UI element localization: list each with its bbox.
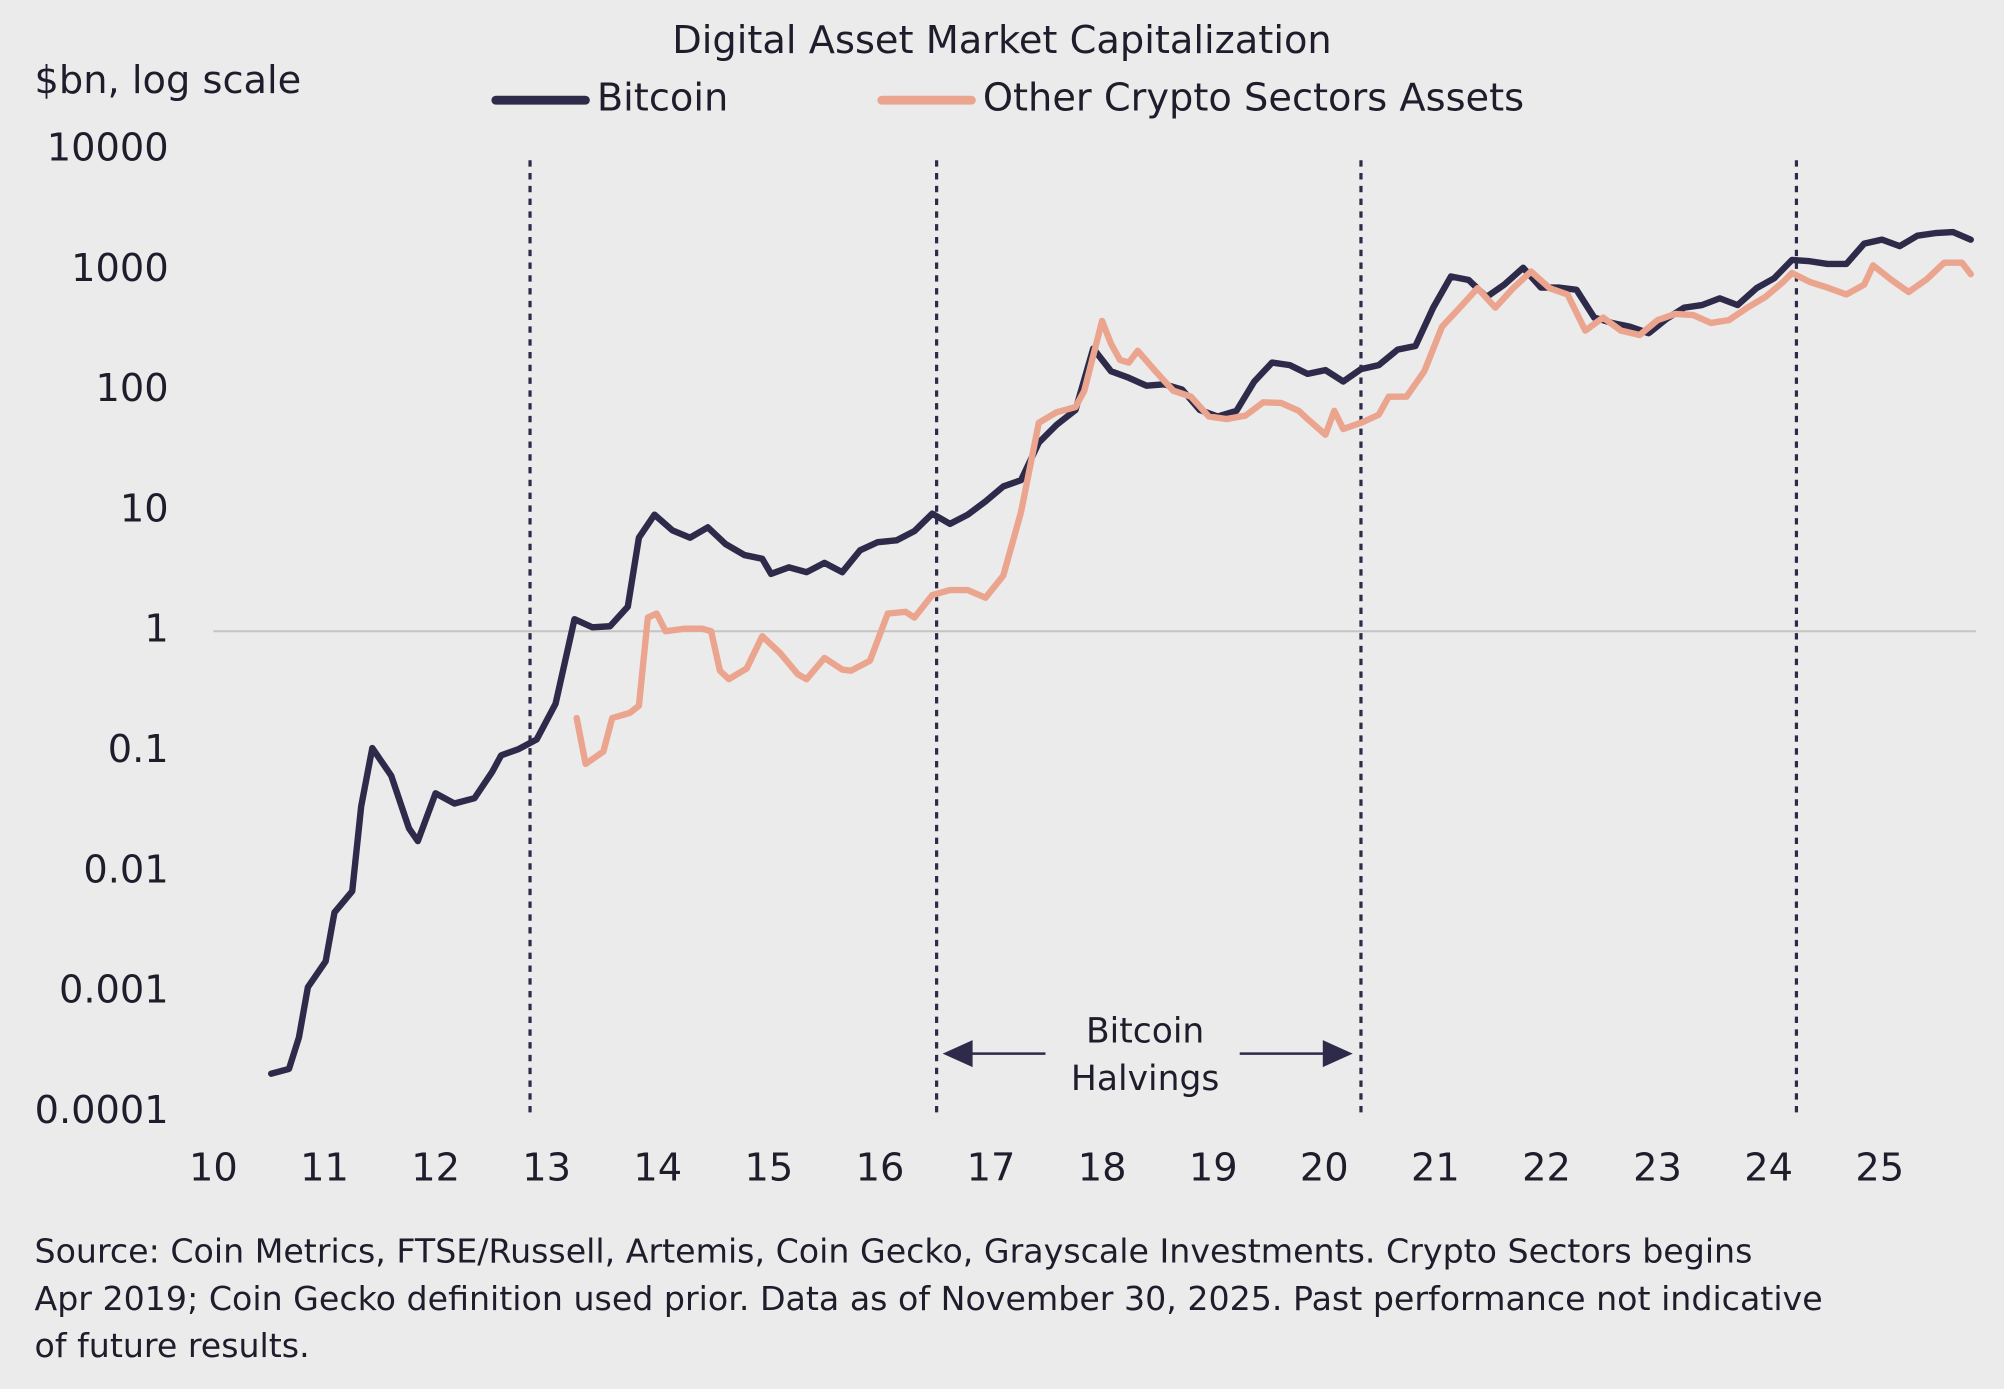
x-tick-label: 14 [633, 1145, 682, 1190]
x-tick-label: 10 [189, 1145, 238, 1190]
y-axis-label: $bn, log scale [35, 58, 302, 103]
legend-label: Bitcoin [597, 76, 728, 121]
annotation-line: Bitcoin [1086, 1012, 1204, 1052]
legend-label: Other Crypto Sectors Assets [983, 76, 1524, 121]
x-tick-label: 25 [1855, 1145, 1904, 1190]
y-tick-label: 1000 [71, 246, 169, 291]
x-tick-label: 23 [1633, 1145, 1682, 1190]
annotation-line: Halvings [1071, 1059, 1219, 1099]
x-tick-label: 12 [411, 1145, 460, 1190]
source-note: Source: Coin Metrics, FTSE/Russell, Arte… [35, 1232, 1753, 1271]
arrow-left-head [942, 1040, 973, 1068]
source-note: Apr 2019; Coin Gecko definition used pri… [35, 1279, 1823, 1318]
x-tick-label: 17 [967, 1145, 1016, 1190]
x-tick-label: 11 [300, 1145, 349, 1190]
y-tick-label: 0.001 [59, 968, 169, 1013]
x-tick-label: 21 [1411, 1145, 1460, 1190]
x-tick-label: 18 [1078, 1145, 1127, 1190]
source-note: of future results. [35, 1326, 310, 1365]
y-tick-label: 0.1 [108, 727, 169, 772]
x-tick-label: 13 [522, 1145, 571, 1190]
series-line [573, 259, 1974, 768]
y-tick-label: 1 [144, 607, 168, 652]
y-tick-label: 10000 [47, 126, 169, 171]
chart-title: Digital Asset Market Capitalization [672, 18, 1331, 63]
x-tick-label: 24 [1744, 1145, 1793, 1190]
x-tick-label: 19 [1189, 1145, 1238, 1190]
arrow-right-head [1322, 1040, 1353, 1068]
y-tick-label: 10 [120, 486, 169, 531]
annotation-arrows [942, 1040, 1353, 1068]
x-tick-label: 22 [1522, 1145, 1571, 1190]
x-tick-label: 16 [856, 1145, 905, 1190]
y-tick-label: 100 [96, 366, 169, 411]
y-tick-label: 0.01 [83, 847, 168, 892]
x-tick-label: 15 [744, 1145, 793, 1190]
y-tick-label: 0.0001 [35, 1088, 169, 1133]
x-tick-label: 20 [1300, 1145, 1349, 1190]
